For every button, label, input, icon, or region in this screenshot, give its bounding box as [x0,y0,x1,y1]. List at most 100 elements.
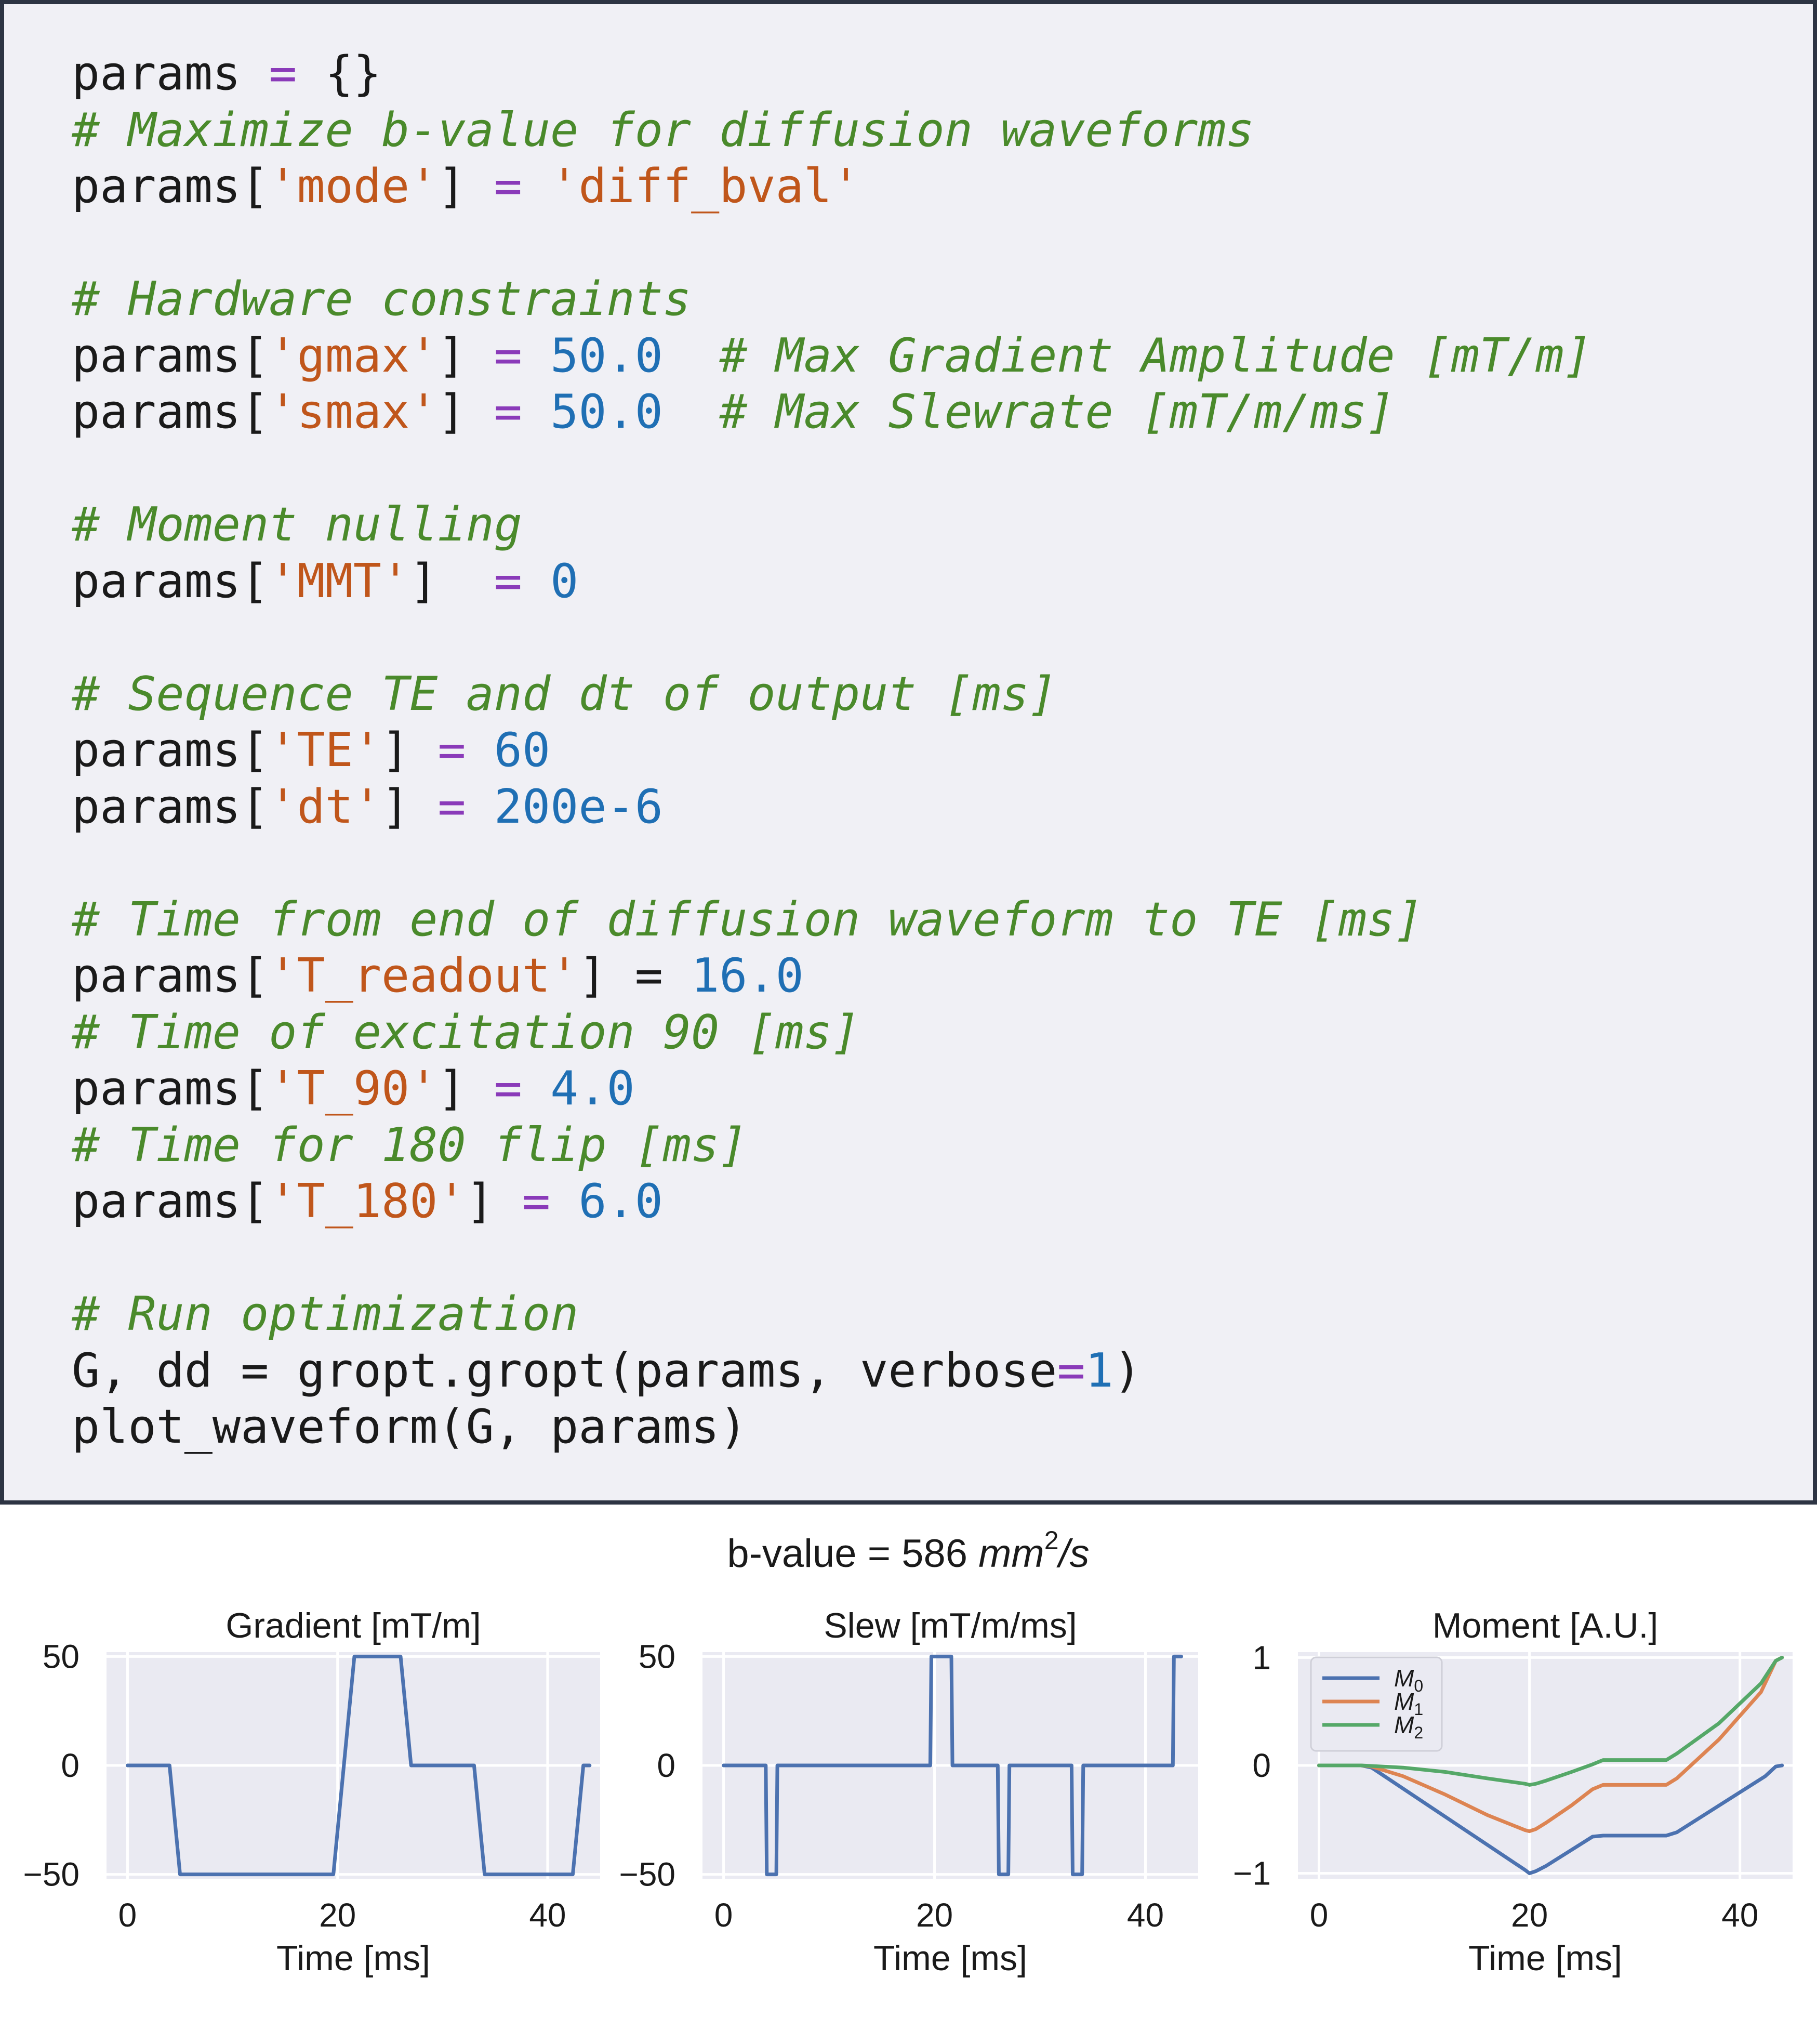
code-token: = [522,1174,551,1229]
code-token: ] [437,1061,494,1116]
code-token: 'T_readout' [269,948,579,1003]
code-line: params['T_90'] = 4.0 [72,1061,1592,1117]
chart-title: Gradient [mT/m] [226,1606,481,1645]
code-token: = [1057,1343,1085,1398]
code-token [522,159,550,214]
code-comment: # Run optimization [72,1287,579,1341]
code-token: params[ [72,159,269,214]
code-block[interactable]: params = {} # Maximize b-value for diffus… [72,46,1592,1456]
code-comment: # Moment nulling [72,497,522,552]
code-token [663,328,719,383]
code-line: params['mode'] = 'diff_bval' [72,159,1592,215]
code-token: = [437,779,466,834]
legend-box [1310,1656,1443,1752]
code-comment: # Sequence TE and dt of output [ms] [72,666,1057,721]
code-token: params[ [72,723,269,777]
x-axis-label: Time [ms] [1468,1938,1622,1978]
code-token: 1 [1085,1343,1113,1398]
code-token: 6.0 [578,1174,663,1229]
x-tick-label: 40 [529,1896,566,1934]
code-line: params = {} [72,46,1592,102]
chart-title: Moment [A.U.] [1433,1606,1659,1645]
code-comment: # Time of excitation 90 [ms] [72,1005,860,1060]
code-token: ] [381,723,438,777]
code-token: ] [437,385,494,439]
code-token: 'MMT' [269,553,410,609]
code-token: 'diff_bval' [550,159,860,214]
x-tick-label: 20 [319,1896,356,1934]
series-line-M2 [1317,1655,1784,1787]
code-line [72,441,1592,497]
code-comment: # Time from end of diffusion waveform to… [72,892,1423,947]
figure-suptitle: b-value = 586 mm2/s [727,1526,1089,1576]
x-tick-label: 40 [1127,1896,1164,1934]
code-line [72,1230,1592,1287]
x-axis-label: Time [ms] [276,1938,430,1978]
code-token: 4.0 [550,1061,635,1116]
code-token: 'dt' [269,779,382,834]
code-token: = [494,553,522,609]
code-line: # Maximize b-value for diffusion wavefor… [72,102,1592,159]
code-comment: # Time for 180 flip [ms] [72,1117,748,1172]
code-comment: # Max Slewrate [mT/m/ms] [719,385,1395,439]
code-comment: # Max Gradient Amplitude [mT/m] [719,328,1593,383]
code-token: ] [381,779,438,834]
series-line-0 [722,1654,1183,1877]
x-axis-label: Time [ms] [873,1938,1027,1978]
code-token: ] [437,328,494,383]
y-tick-label: −50 [23,1856,79,1893]
code-token: = [494,159,522,214]
chart-panel-2: Slew [mT/m/ms] 0 20 40 −50 0 50 Time [ms] [619,1606,1198,1978]
code-token: 'gmax' [269,328,438,383]
code-line: params['T_180'] = 6.0 [72,1173,1592,1230]
code-cell[interactable]: params = {} # Maximize b-value for diffus… [0,0,1817,1505]
code-token: params[ [72,385,269,439]
code-token [522,385,550,439]
code-token: ] [466,1174,522,1229]
code-token [522,1061,550,1116]
code-line: params['T_readout'] = 16.0 [72,948,1592,1005]
chart-title: Slew [mT/m/ms] [824,1606,1077,1645]
code-token: G, dd = gropt.gropt(params, verbose [72,1343,1057,1398]
code-line: # Hardware constraints [72,271,1592,328]
code-line: params['TE'] = 60 [72,722,1592,779]
code-line: # Time of excitation 90 [ms] [72,1005,1592,1061]
y-tick-label: 0 [1252,1747,1271,1784]
code-token [522,328,550,383]
code-comment: # Maximize b-value for diffusion wavefor… [72,102,1254,157]
code-token [466,723,494,777]
code-token: = [494,328,522,383]
code-token: 'smax' [269,385,438,439]
code-token: params[ [72,328,269,383]
code-line: # Sequence TE and dt of output [ms] [72,666,1592,723]
x-tick-label: 20 [916,1896,953,1934]
code-token: params[ [72,948,269,1003]
series-line-M1 [1317,1655,1784,1834]
code-token: 60 [494,723,551,777]
code-token: = [437,723,466,777]
code-token: 200e-6 [494,779,663,834]
code-token: ] = [578,948,692,1003]
code-line: # Time for 180 flip [ms] [72,1117,1592,1174]
code-line [72,215,1592,272]
code-token: ] [409,553,494,609]
y-tick-label: 0 [657,1747,675,1784]
code-token [522,554,550,609]
y-tick-label: −1 [1233,1855,1271,1892]
x-tick-label: 0 [1310,1896,1329,1934]
code-line: params['gmax'] = 50.0 # Max Gradient Amp… [72,328,1592,385]
code-token: params[ [72,1061,269,1116]
code-token: 'T_90' [269,1061,438,1116]
series-line-M0 [1317,1763,1784,1876]
code-line [72,610,1592,666]
code-token: plot_waveform(G, params) [72,1400,748,1454]
code-line: # Moment nulling [72,497,1592,553]
code-token: = [494,385,522,439]
code-token [466,780,494,834]
code-token: = [269,46,297,101]
x-tick-label: 20 [1511,1896,1548,1934]
code-token: {} [297,46,382,101]
x-tick-label: 0 [118,1896,137,1934]
code-line: plot_waveform(G, params) [72,1399,1592,1456]
